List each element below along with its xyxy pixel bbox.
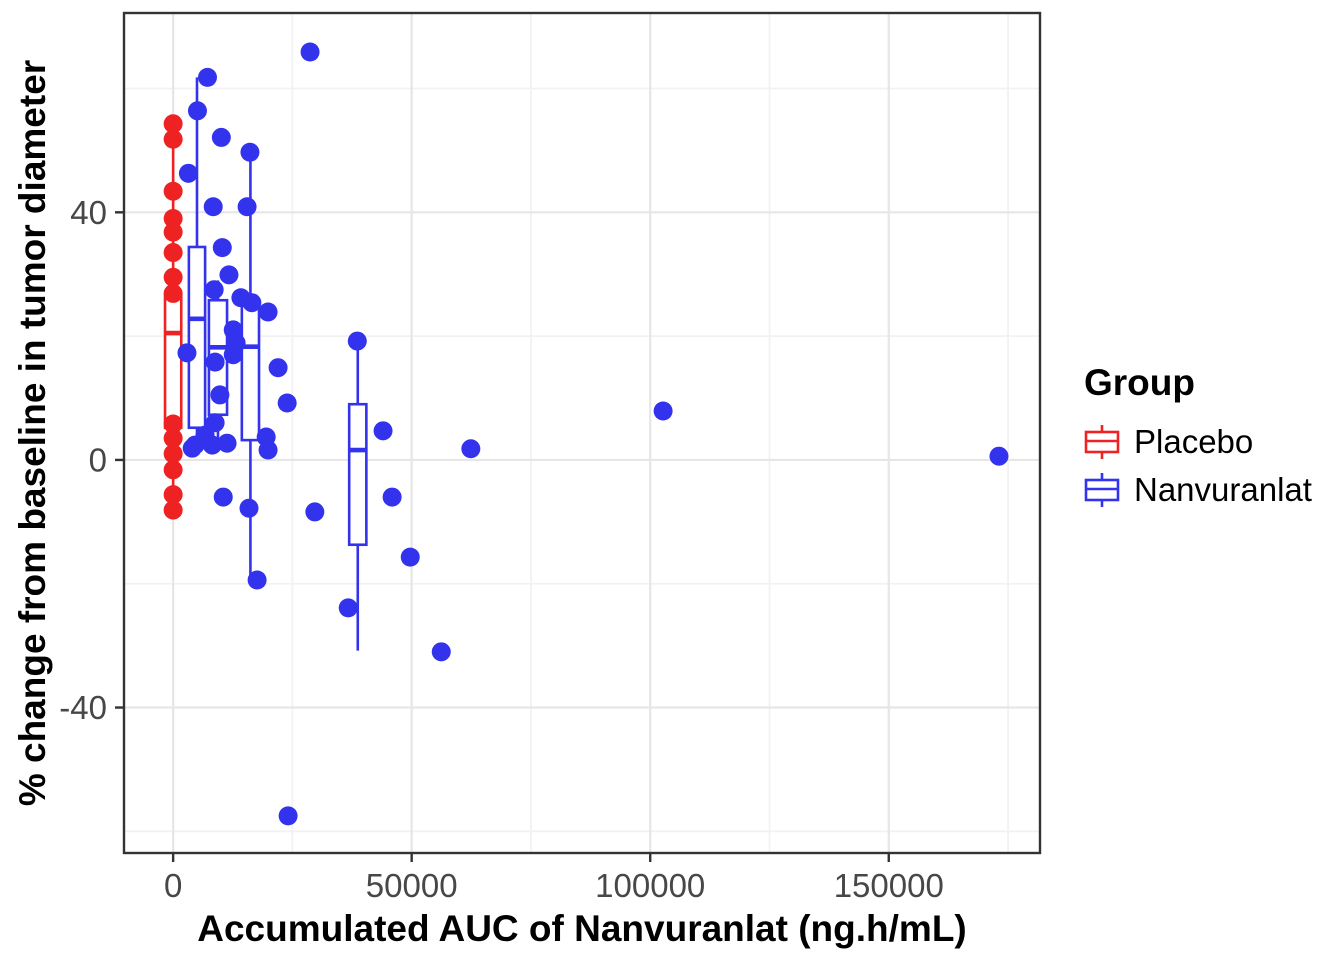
nanvuranlat-point [989,446,1009,466]
nanvuranlat-point [203,197,223,217]
nanvuranlat-point [247,570,267,590]
nanvuranlat-point [338,598,358,618]
nanvuranlat-point [400,547,420,567]
placebo-point [163,209,183,229]
boxplot-nanvuranlat [347,341,368,651]
placebo-point [163,243,183,263]
boxplot-nanvuranlat [240,153,261,581]
nanvuranlat-point [182,438,202,458]
nanvuranlat-boxplot-icon [1084,473,1120,507]
legend-title: Group [1084,362,1195,403]
nanvuranlat-point [268,358,288,378]
nanvuranlat-point [277,393,297,413]
legend: Group Placebo Nanvuranlat [1082,362,1312,514]
legend-entry-placebo: Placebo [1082,418,1312,466]
nanvuranlat-point [278,806,298,826]
x-axis-title: Accumulated AUC of Nanvuranlat (ng.h/mL) [197,908,967,949]
nanvuranlat-point [305,502,325,522]
placebo-point [163,283,183,303]
nanvuranlat-point [239,498,259,518]
nanvuranlat-point [258,440,278,460]
placebo-point [163,222,183,242]
nanvuranlat-point [223,345,243,365]
nanvuranlat-point [242,293,262,313]
tick-labels: 0 50000 100000 150000 -40 0 40 [59,194,944,904]
nanvuranlat-point [177,343,197,363]
x-tick-label: 150000 [834,867,944,904]
nanvuranlat-point [258,302,278,322]
axis-ticks [115,211,890,862]
boxplot-nanvuranlat [187,77,207,449]
legend-entry-nanvuranlat: Nanvuranlat [1082,466,1312,514]
placebo-point [163,485,183,505]
x-tick-label: 0 [164,867,182,904]
legend-label-nanvuranlat: Nanvuranlat [1134,471,1312,508]
placebo-point [163,444,183,464]
placebo-point [163,181,183,201]
y-tick-label: 40 [70,194,107,231]
nanvuranlat-point [217,433,237,453]
nanvuranlat-point [197,67,217,87]
data-points [163,42,1009,826]
placebo-point [163,114,183,134]
boxplots [163,77,368,651]
placebo-point [163,500,183,520]
nanvuranlat-point [461,439,481,459]
nanvuranlat-point [187,101,207,121]
nanvuranlat-point [210,385,230,405]
nanvuranlat-point [204,280,224,300]
nanvuranlat-point [202,435,222,455]
placebo-point [163,129,183,149]
nanvuranlat-point [212,238,232,258]
nanvuranlat-point [431,642,451,662]
nanvuranlat-point [213,487,233,507]
nanvuranlat-point [237,197,257,217]
nanvuranlat-point [219,265,239,285]
y-tick-label: 0 [89,441,107,478]
nanvuranlat-point [211,127,231,147]
placebo-point [163,460,183,480]
placebo-point [163,267,183,287]
y-axis-title: % change from baseline in tumor diameter [12,59,53,807]
panel-border [122,11,1042,855]
box-iqr [347,402,368,547]
legend-label-placebo: Placebo [1134,423,1254,460]
placebo-boxplot-icon [1084,425,1120,459]
placebo-point [163,428,183,448]
nanvuranlat-point [178,163,198,183]
box-iqr [163,293,183,430]
placebo-point [163,414,183,434]
nanvuranlat-point [382,487,402,507]
box-iqr [240,304,261,442]
grid-major [124,13,1040,853]
nanvuranlat-point [373,421,393,441]
x-tick-label: 50000 [366,867,458,904]
grid-minor [124,13,1040,853]
box-iqr [187,245,207,430]
y-tick-label: -40 [59,689,107,726]
x-tick-label: 100000 [595,867,705,904]
nanvuranlat-point [205,352,225,372]
nanvuranlat-point [347,331,367,351]
nanvuranlat-point [653,401,673,421]
nanvuranlat-point [300,42,320,62]
nanvuranlat-point [240,142,260,162]
